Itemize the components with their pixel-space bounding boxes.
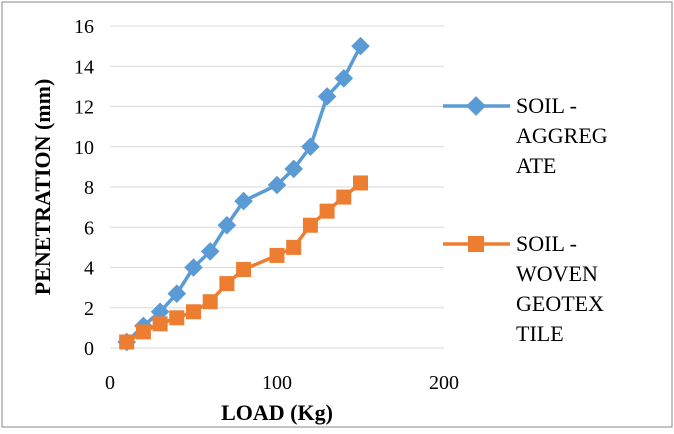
legend-label: WOVEN	[516, 261, 598, 286]
legend-label: GEOTEX	[516, 291, 604, 316]
x-axis-title: LOAD (Kg)	[221, 400, 333, 425]
legend-label: SOIL -	[516, 93, 577, 118]
data-point	[169, 310, 185, 326]
y-tick-label: 16	[74, 16, 94, 38]
y-axis-title: PENETRATION (mm)	[30, 79, 55, 296]
x-tick-label: 100	[262, 372, 292, 394]
series-layer	[117, 36, 370, 352]
data-point	[186, 304, 201, 320]
legend-entry-2: SOIL - WOVEN GEOTEX TILE	[443, 231, 604, 346]
y-tick-label: 8	[84, 177, 94, 199]
legend-label: AGGREG	[516, 123, 608, 148]
series-1	[117, 36, 370, 352]
y-tick-label: 4	[84, 258, 94, 280]
y-tick-label: 0	[84, 338, 94, 360]
data-point	[267, 175, 287, 195]
data-point	[302, 217, 318, 233]
data-point	[167, 284, 187, 303]
legend-label: TILE	[516, 321, 564, 346]
data-point	[284, 159, 303, 179]
legend: SOIL - AGGREG ATE SOIL - WOVEN GEOTEX TILE	[443, 93, 608, 346]
y-tick-label: 12	[74, 97, 94, 119]
data-point	[202, 294, 218, 310]
data-point	[236, 262, 252, 278]
data-point	[152, 316, 168, 332]
x-tick-label: 0	[105, 372, 115, 394]
data-point	[334, 69, 354, 88]
data-point	[353, 175, 368, 191]
legend-label: SOIL -	[516, 231, 577, 256]
data-point	[286, 239, 302, 255]
data-point	[234, 191, 253, 211]
data-point	[184, 258, 203, 277]
data-point	[135, 324, 151, 340]
data-point	[217, 215, 237, 235]
data-point	[317, 87, 337, 106]
data-point	[269, 247, 285, 263]
legend-entry-1: SOIL - AGGREG ATE	[443, 93, 608, 178]
y-tick-label: 10	[74, 137, 94, 159]
legend-marker	[466, 96, 486, 116]
data-point	[301, 137, 320, 157]
y-tick-label: 2	[84, 298, 94, 320]
data-point	[119, 334, 135, 350]
data-point	[336, 189, 352, 205]
tick-labels: 0 2 4 6 8 10 12 14 16 0 100 200	[74, 16, 459, 394]
legend-label: ATE	[516, 153, 556, 178]
data-point	[200, 242, 220, 261]
data-point	[319, 203, 335, 219]
series-2	[119, 175, 368, 350]
data-point	[351, 36, 370, 56]
data-point	[150, 302, 170, 322]
legend-marker	[468, 236, 484, 252]
data-point	[219, 276, 235, 292]
x-tick-label: 200	[429, 372, 459, 394]
y-tick-label: 14	[74, 56, 94, 78]
y-tick-label: 6	[84, 217, 94, 239]
